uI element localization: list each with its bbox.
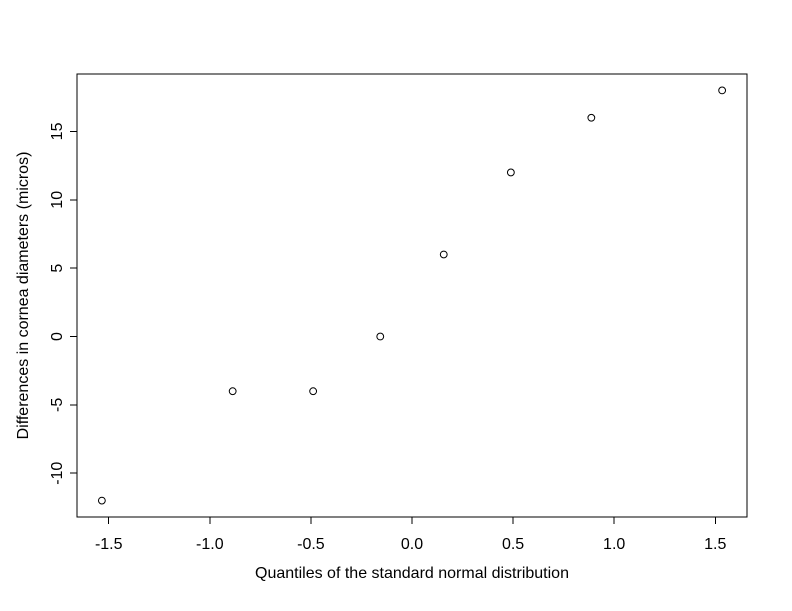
data-point [506,168,515,177]
data-point [718,86,727,95]
y-axis-tick-label: -10 [49,462,66,485]
y-axis-tick-label: 0 [49,332,66,341]
x-axis-tick-label: 0.0 [401,536,423,553]
plot-border [76,73,748,518]
data-point [309,387,318,396]
data-point [97,496,106,505]
x-axis-tick-label: -0.5 [297,536,325,553]
data-point [228,387,237,396]
y-axis-label: Differences in cornea diameters (micros) [15,152,32,440]
x-axis-tick-label: -1.0 [196,536,224,553]
x-axis-tick-label: -1.5 [95,536,123,553]
y-axis-tick-label: 5 [49,264,66,273]
data-point [587,113,596,122]
y-axis-tick-label: 15 [49,122,66,140]
x-axis-tick-label: 1.5 [704,536,726,553]
data-point [439,250,448,259]
data-point [376,332,385,341]
x-axis-label: Quantiles of the standard normal distrib… [255,565,569,582]
x-axis-tick-label: 1.0 [603,536,625,553]
y-axis-tick-label: 10 [49,191,66,209]
y-axis-tick-label: -5 [49,398,66,412]
x-axis-tick-label: 0.5 [502,536,524,553]
